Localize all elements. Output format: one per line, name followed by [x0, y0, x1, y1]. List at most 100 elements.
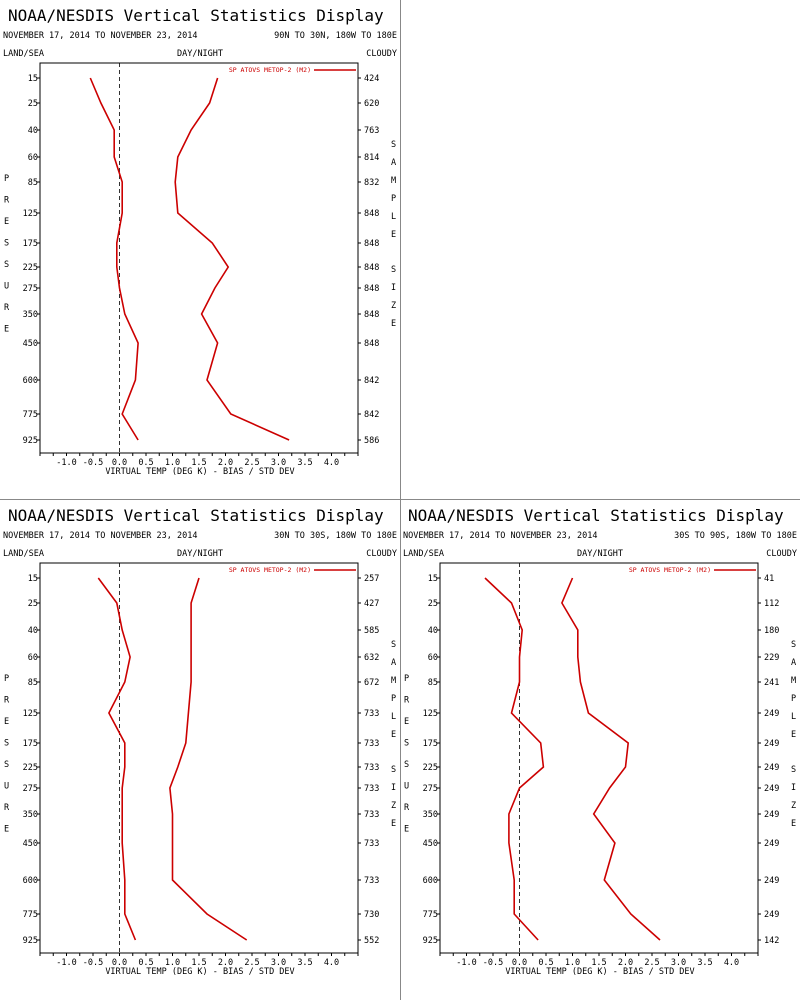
- plot-frame: [39, 562, 359, 954]
- sample-size-label: 620: [364, 99, 379, 109]
- x-axis-label: VIRTUAL TEMP (DEG K) - BIAS / STD DEV: [505, 967, 694, 977]
- chart-panel-2: NOAA/NESDIS Vertical Statistics Display N…: [0, 500, 400, 1000]
- pressure-tick-label: 85: [428, 678, 438, 688]
- x-tick-label: 1.0: [565, 958, 580, 968]
- pressure-letter: R: [4, 696, 10, 706]
- x-tick-label: 3.0: [671, 958, 686, 968]
- land-sea-header: LAND/SEA: [3, 49, 44, 59]
- size-letter: I: [391, 283, 396, 293]
- date-range: NOVEMBER 17, 2014 TO NOVEMBER 23, 2014: [3, 531, 197, 541]
- day-night-header: DAY/NIGHT: [177, 49, 223, 59]
- sample-size-label: 249: [764, 763, 779, 773]
- pressure-tick-label: 225: [23, 263, 38, 273]
- pressure-letter: E: [404, 825, 409, 835]
- sample-letter: S: [391, 640, 396, 650]
- pressure-tick-label: 350: [23, 310, 38, 320]
- pressure-tick-label: 40: [28, 126, 38, 136]
- pressure-tick-label: 775: [23, 410, 38, 420]
- sample-letter: P: [791, 694, 796, 704]
- x-tick-label: 4.0: [324, 958, 339, 968]
- x-tick-label: 3.0: [271, 958, 286, 968]
- sample-letter: A: [791, 658, 796, 668]
- sample-letter: M: [791, 676, 796, 686]
- series-line-bias: [484, 577, 545, 941]
- plot-frame: [39, 62, 359, 454]
- pressure-tick-label: 125: [23, 209, 38, 219]
- region-label: 30N TO 30S, 180W TO 180E: [274, 531, 397, 541]
- sample-size-label: 733: [364, 763, 379, 773]
- sample-size-label: 733: [364, 784, 379, 794]
- sample-size-label: 848: [364, 239, 379, 249]
- pressure-tick-label: 85: [28, 678, 38, 688]
- x-tick-label: 1.5: [591, 958, 606, 968]
- size-letter: Z: [391, 801, 396, 811]
- pressure-tick-label: 175: [23, 739, 38, 749]
- pressure-letter: R: [4, 803, 10, 813]
- x-tick-label: 4.0: [724, 958, 739, 968]
- x-tick-label: 3.0: [271, 458, 286, 468]
- sample-letter: M: [391, 176, 396, 186]
- pressure-letter: S: [4, 739, 9, 749]
- pressure-letter: E: [4, 717, 9, 727]
- pressure-letter: E: [4, 825, 9, 835]
- x-tick-label: 0.5: [538, 958, 553, 968]
- cloudy-header: CLOUDY: [366, 49, 397, 59]
- pressure-letter: E: [4, 217, 9, 227]
- pressure-tick-label: 25: [28, 599, 38, 609]
- pressure-tick-label: 175: [23, 239, 38, 249]
- size-letter: Z: [791, 801, 796, 811]
- pressure-tick-label: 125: [423, 709, 438, 719]
- chart-title: NOAA/NESDIS Vertical Statistics Display: [8, 6, 384, 25]
- pressure-tick-label: 600: [423, 876, 438, 886]
- sample-letter: M: [391, 676, 396, 686]
- pressure-tick-label: 15: [428, 574, 438, 584]
- pressure-tick-label: 450: [23, 339, 38, 349]
- sample-size-label: 249: [764, 739, 779, 749]
- size-letter: S: [391, 765, 396, 775]
- pressure-tick-label: 775: [23, 910, 38, 920]
- pressure-tick-label: 15: [28, 574, 38, 584]
- pressure-tick-label: 600: [23, 376, 38, 386]
- series-line-std-dev: [561, 577, 661, 941]
- pressure-letter: P: [4, 174, 9, 184]
- sample-size-label: 832: [364, 178, 379, 188]
- day-night-header: DAY/NIGHT: [177, 549, 223, 559]
- sample-size-label: 848: [364, 339, 379, 349]
- pressure-letter: U: [4, 782, 9, 792]
- chart-title: NOAA/NESDIS Vertical Statistics Display: [408, 506, 784, 525]
- sample-letter: E: [391, 230, 396, 240]
- pressure-tick-label: 40: [28, 626, 38, 636]
- x-tick-label: -1.0: [456, 958, 476, 968]
- series-line-std-dev: [169, 577, 248, 941]
- chart-panel-1: NOAA/NESDIS Vertical Statistics Display N…: [0, 0, 400, 500]
- sample-size-label: 672: [364, 678, 379, 688]
- sample-size-label: 41: [764, 574, 774, 584]
- x-tick-label: 1.5: [191, 958, 206, 968]
- sample-letter: P: [391, 694, 396, 704]
- sample-letter: A: [391, 158, 396, 168]
- sample-size-label: 229: [764, 653, 779, 663]
- sample-size-label: 585: [364, 626, 379, 636]
- x-tick-label: 2.5: [644, 958, 659, 968]
- chart-panel-3: NOAA/NESDIS Vertical Statistics Display N…: [400, 500, 800, 1000]
- sample-size-label: 249: [764, 709, 779, 719]
- sample-size-label: 142: [764, 936, 779, 946]
- sample-size-label: 424: [364, 74, 379, 84]
- chart-svg: NOAA/NESDIS Vertical Statistics Display N…: [3, 6, 397, 477]
- chart-svg: NOAA/NESDIS Vertical Statistics Display N…: [403, 506, 797, 977]
- size-letter: E: [791, 819, 796, 829]
- pressure-tick-label: 85: [28, 178, 38, 188]
- x-tick-label: 0.0: [512, 958, 527, 968]
- x-tick-label: 2.0: [218, 958, 233, 968]
- sample-size-label: 180: [764, 626, 779, 636]
- pressure-tick-label: 275: [23, 784, 38, 794]
- sample-size-label: 733: [364, 876, 379, 886]
- sample-size-label: 733: [364, 739, 379, 749]
- x-tick-label: 3.5: [297, 958, 312, 968]
- sample-size-label: 249: [764, 910, 779, 920]
- x-tick-label: 0.0: [112, 458, 127, 468]
- pressure-tick-label: 925: [23, 436, 38, 446]
- series-line-std-dev: [174, 77, 290, 441]
- pressure-letter: R: [4, 303, 10, 313]
- pressure-letter: E: [404, 717, 409, 727]
